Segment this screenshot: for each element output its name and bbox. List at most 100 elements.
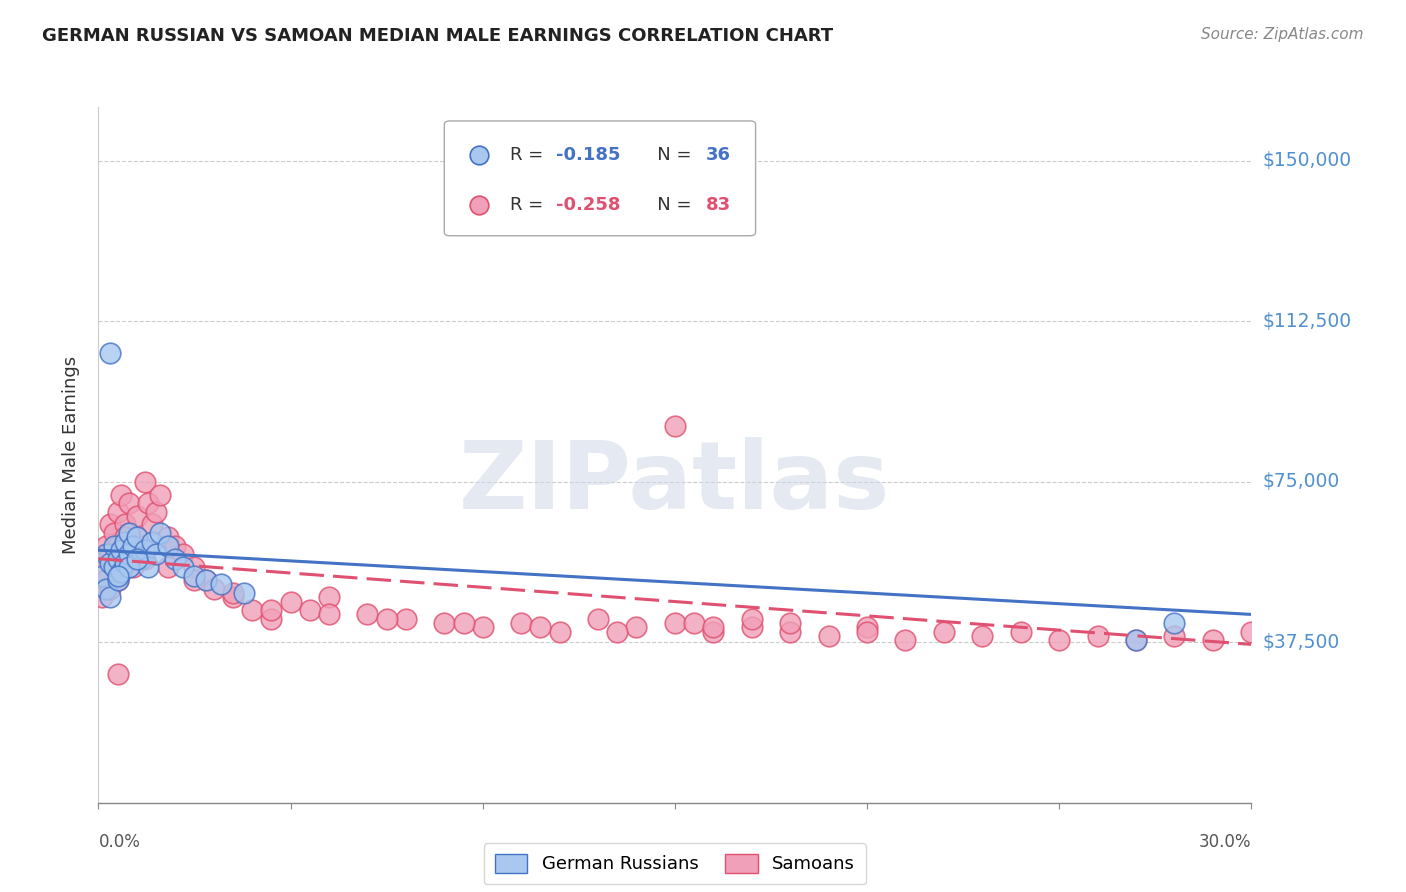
Point [110,487,132,501]
Text: -0.258: -0.258 [557,196,620,214]
Point [202,582,225,596]
Point [165,539,187,553]
Point [94,573,117,587]
Point [586,612,609,626]
Point [103,560,125,574]
Text: $37,500: $37,500 [1263,632,1340,652]
Point [94,582,117,596]
Point [149,487,172,501]
Point [125,551,148,566]
Point [779,615,801,630]
FancyBboxPatch shape [444,121,755,235]
Point [107,505,129,519]
Point [141,517,163,532]
Point [107,539,129,553]
Point [134,543,156,558]
Point [702,624,724,639]
Text: 83: 83 [706,196,731,214]
Point [98,517,121,532]
Point [453,615,475,630]
Point [98,548,121,562]
Point [1125,633,1147,648]
Point [972,629,994,643]
Text: 0.0%: 0.0% [98,833,141,851]
Point [134,475,156,489]
Point [195,573,218,587]
Point [240,603,263,617]
Point [529,620,551,634]
Point [195,573,218,587]
Point [298,603,321,617]
Point [156,530,179,544]
Point [118,548,141,562]
Point [548,624,571,639]
Text: 36: 36 [706,145,731,163]
Point [94,548,117,562]
Point [138,496,160,510]
Point [183,569,205,583]
Point [779,624,801,639]
Point [91,560,114,574]
Point [118,526,141,541]
Point [122,539,145,553]
Point [114,556,136,570]
Point [856,624,879,639]
Point [1355,796,1378,810]
Point [134,551,156,566]
Point [103,560,125,574]
Text: $150,000: $150,000 [1263,151,1353,170]
Point [91,591,114,605]
Point [817,629,839,643]
Point [856,620,879,634]
Text: R =: R = [510,145,548,163]
Point [280,594,302,608]
Point [1125,633,1147,648]
Point [664,419,686,434]
Point [129,551,152,566]
Point [932,624,955,639]
Point [110,543,132,558]
Point [98,556,121,570]
Point [110,565,132,579]
Point [1355,796,1378,810]
Text: ZIPatlas: ZIPatlas [460,437,890,529]
Text: 30.0%: 30.0% [1199,833,1251,851]
Point [91,569,114,583]
Point [1163,615,1185,630]
Y-axis label: Median Male Earnings: Median Male Earnings [62,356,80,554]
Text: $75,000: $75,000 [1263,472,1340,491]
Point [318,607,340,622]
Point [118,560,141,574]
Point [741,612,763,626]
Point [260,603,283,617]
Text: GERMAN RUSSIAN VS SAMOAN MEDIAN MALE EARNINGS CORRELATION CHART: GERMAN RUSSIAN VS SAMOAN MEDIAN MALE EAR… [42,27,834,45]
Point [145,505,167,519]
Point [118,526,141,541]
Point [107,573,129,587]
Point [114,530,136,544]
Point [233,586,256,600]
Point [318,591,340,605]
Point [1240,624,1263,639]
Text: N =: N = [640,196,697,214]
Point [156,560,179,574]
Legend: German Russians, Samoans: German Russians, Samoans [484,843,866,884]
Point [683,615,706,630]
Point [125,530,148,544]
Point [103,539,125,553]
Point [626,620,648,634]
Point [125,508,148,523]
Point [1202,633,1225,648]
Point [1010,624,1032,639]
Point [107,551,129,566]
Text: $112,500: $112,500 [1263,311,1353,331]
Point [894,633,917,648]
Point [122,560,145,574]
Point [260,612,283,626]
Point [702,620,724,634]
Point [183,573,205,587]
Point [125,530,148,544]
Point [149,526,172,541]
Point [114,539,136,553]
Point [433,615,456,630]
